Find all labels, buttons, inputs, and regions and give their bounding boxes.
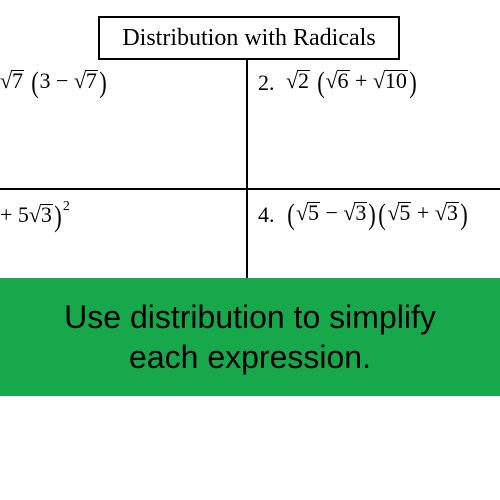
problem-1-expression: 7 (3 − 7) [0, 68, 108, 98]
problem-4-expression: (5 − 3)(5 + 3) [286, 200, 469, 230]
grid-vertical-divider [246, 60, 248, 278]
page-title: Distribution with Radicals [122, 25, 375, 52]
problem-2-expression: 2 (6 + 10) [286, 68, 418, 98]
title-box: Distribution with Radicals [98, 16, 400, 60]
instruction-banner: Use distribution to simplify each expres… [0, 278, 500, 396]
instruction-text: Use distribution to simplify each expres… [64, 297, 436, 377]
worksheet-page: Distribution with Radicals 7 (3 − 7) 2. … [0, 0, 500, 500]
problem-grid: 7 (3 − 7) 2. 2 (6 + 10) + 53)2 4. (5 − 3… [0, 60, 500, 278]
grid-horizontal-divider [0, 188, 500, 190]
problem-4-number: 4. [258, 204, 275, 226]
problem-3-expression: + 53)2 [0, 200, 70, 232]
problem-2: 2. 2 (6 + 10) [258, 68, 418, 98]
problem-4: 4. (5 − 3)(5 + 3) [258, 200, 469, 230]
problem-2-number: 2. [258, 72, 275, 94]
problem-3: + 53)2 [0, 200, 70, 232]
problem-1: 7 (3 − 7) [0, 68, 108, 98]
